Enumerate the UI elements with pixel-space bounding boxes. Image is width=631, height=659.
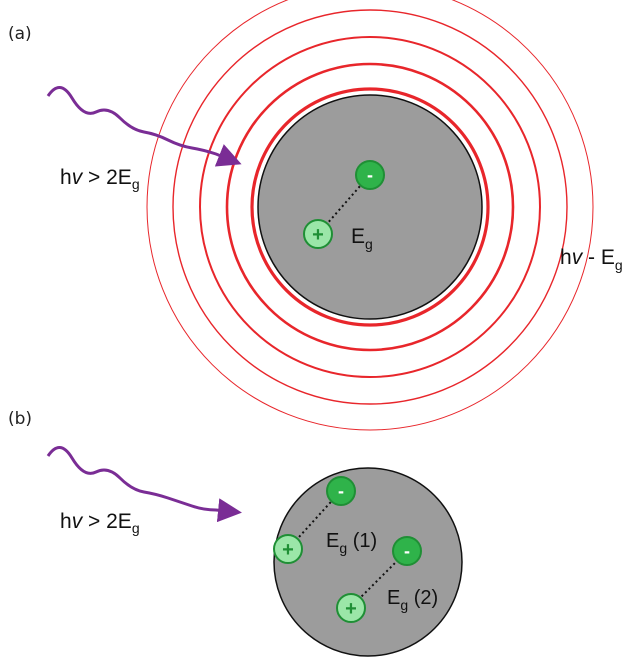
hole-icon: +: [273, 534, 303, 564]
svg-text:-: -: [367, 165, 373, 185]
svg-text:+: +: [282, 539, 294, 561]
hole-icon: +: [336, 593, 366, 623]
svg-text:-: -: [338, 481, 344, 501]
svg-text:+: +: [312, 224, 324, 246]
electron-icon: -: [392, 536, 422, 566]
electron-icon: -: [326, 476, 356, 506]
emission-rings: [146, 0, 594, 431]
photon-energy-label-b: hv > 2Eg: [60, 510, 140, 536]
exciton-link-b1: [288, 492, 340, 549]
panel-b-label: (b): [8, 409, 32, 429]
bandgap-label-b1: Eg (1): [326, 530, 377, 556]
emission-energy-label: hv - Eg: [560, 246, 623, 273]
photon-wave-icon: [46, 446, 242, 523]
nanoparticle-b: [273, 467, 463, 657]
ring-2: [172, 9, 568, 405]
svg-text:-: -: [404, 541, 410, 561]
ring-5: [250, 87, 490, 327]
photon-wave-icon: [46, 86, 242, 167]
nanoparticle-a: [257, 94, 483, 320]
hole-icon: +: [303, 219, 333, 249]
photon-energy-label-a: hv > 2Eg: [60, 166, 140, 192]
svg-text:+: +: [345, 598, 357, 620]
bandgap-label-a: Eg: [351, 225, 373, 252]
ring-3: [199, 36, 541, 378]
electron-icon: -: [355, 160, 385, 190]
ring-1: [146, 0, 594, 431]
panel-a-label: (a): [8, 24, 32, 44]
bandgap-label-b2: Eg (2): [387, 587, 438, 613]
ring-4: [225, 62, 515, 352]
